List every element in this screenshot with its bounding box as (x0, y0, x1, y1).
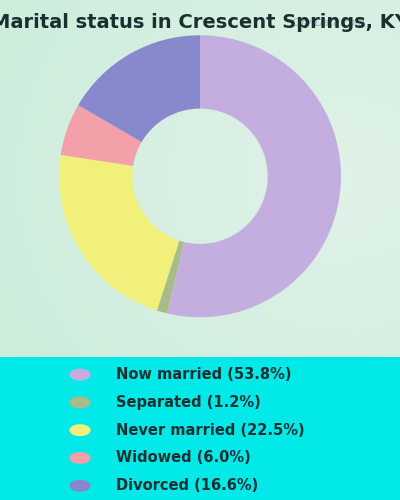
Text: Never married (22.5%): Never married (22.5%) (116, 422, 305, 438)
Wedge shape (59, 155, 179, 310)
Text: Widowed (6.0%): Widowed (6.0%) (116, 450, 251, 466)
Text: Now married (53.8%): Now married (53.8%) (116, 367, 292, 382)
Text: Separated (1.2%): Separated (1.2%) (116, 395, 261, 410)
Ellipse shape (70, 452, 90, 464)
Ellipse shape (70, 480, 90, 491)
Text: Divorced (16.6%): Divorced (16.6%) (116, 478, 258, 493)
Text: Marital status in Crescent Springs, KY: Marital status in Crescent Springs, KY (0, 12, 400, 32)
Wedge shape (167, 35, 341, 317)
Ellipse shape (70, 370, 90, 380)
Wedge shape (157, 240, 184, 314)
Ellipse shape (70, 397, 90, 407)
Ellipse shape (70, 425, 90, 436)
Text: City-Data.com: City-Data.com (292, 18, 366, 28)
Wedge shape (78, 35, 200, 142)
Wedge shape (61, 105, 142, 166)
